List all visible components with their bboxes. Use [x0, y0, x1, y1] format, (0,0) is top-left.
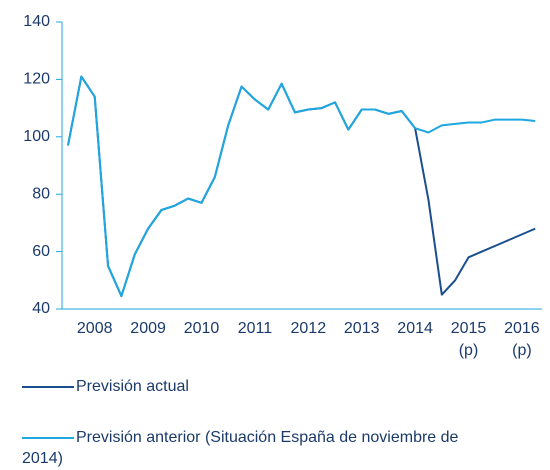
y-tick-label: 60: [32, 243, 50, 260]
legend-label: Previsión actual: [76, 378, 189, 395]
y-tick-label: 40: [32, 300, 50, 317]
x-tick-label: 2012: [290, 320, 327, 337]
y-tick-label: 120: [23, 71, 50, 88]
x-tick-label: 2008: [76, 320, 113, 337]
legend-item: Previsión anterior (Situación España de …: [22, 427, 472, 469]
legend-label: Previsión anterior (Situación España de …: [22, 429, 459, 467]
x-tick-label: 2016 (p): [504, 320, 540, 359]
series-line: [67, 75, 536, 298]
x-tick-label: 2009: [130, 320, 166, 337]
y-tick-label: 140: [23, 13, 50, 30]
x-tick-label: 2014: [397, 320, 433, 337]
legend-swatch: [22, 385, 74, 388]
series-line: [67, 75, 536, 298]
legend-item: Previsión actual: [22, 376, 472, 397]
x-tick-label: 2010: [183, 320, 220, 337]
x-tick-label: 2011: [237, 320, 273, 337]
y-tick-label: 80: [32, 185, 50, 202]
legend-swatch: [22, 436, 74, 439]
y-tick-label: 100: [23, 128, 50, 145]
x-tick-label: 2013: [343, 320, 380, 337]
x-tick-label: 2015 (p): [450, 320, 487, 359]
